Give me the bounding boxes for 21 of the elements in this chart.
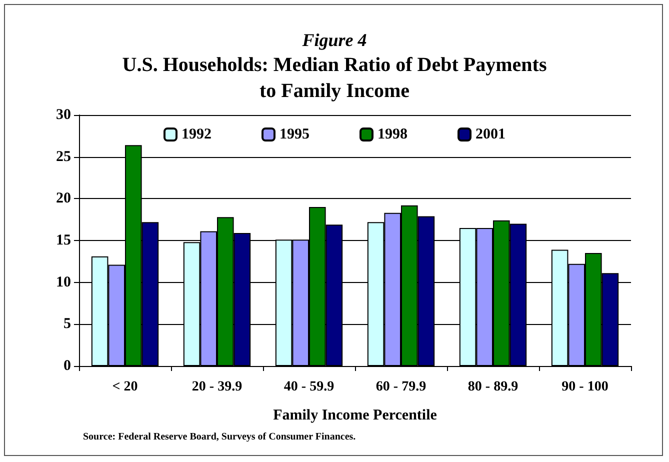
y-tick-label: 25 xyxy=(56,148,71,165)
legend-label: 1998 xyxy=(378,126,408,142)
chart-title: U.S. Households: Median Ratio of Debt Payments to Family Income xyxy=(122,54,547,102)
legend-label: 2001 xyxy=(476,126,506,142)
chart-subtitle: Figure 4 xyxy=(301,30,367,50)
source-note: Source: Federal Reserve Board, Surveys of Consumer Finances. xyxy=(83,432,356,442)
x-tick-label: 40 - 59.9 xyxy=(284,380,334,394)
x-tick-label: 90 - 100 xyxy=(562,380,608,394)
x-tick-label: < 20 xyxy=(112,380,138,394)
y-tick-label: 15 xyxy=(56,232,71,248)
x-tick-label: 60 - 79.9 xyxy=(376,380,426,394)
x-tick-label: 20 - 39.9 xyxy=(192,380,242,394)
y-tick-label: 30 xyxy=(56,107,71,123)
x-axis-title: Family Income Percentile xyxy=(273,408,438,424)
y-tick-label: 10 xyxy=(56,274,71,290)
y-tick-label: 20 xyxy=(56,190,71,207)
y-tick-label: 0 xyxy=(64,358,71,374)
legend-label: 1995 xyxy=(280,126,310,142)
y-tick-label: 5 xyxy=(64,316,71,332)
legend-label: 1992 xyxy=(182,126,212,142)
x-tick-label: 80 - 89.9 xyxy=(468,380,518,394)
